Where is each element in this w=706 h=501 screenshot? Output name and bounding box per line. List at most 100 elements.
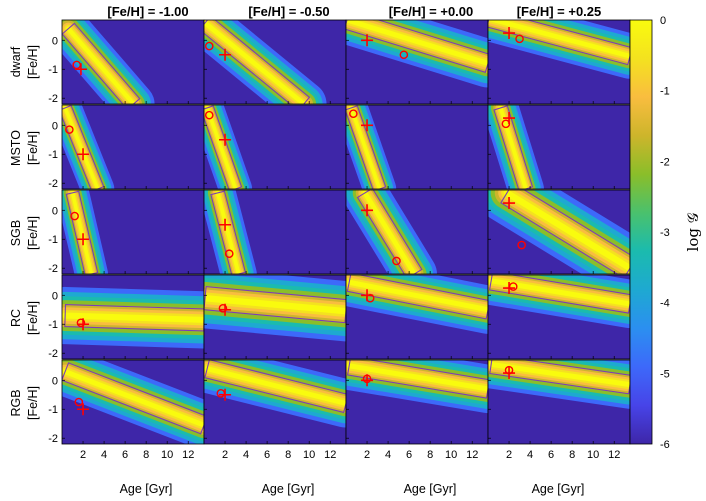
contour-line <box>204 360 346 414</box>
x-axis-label: Age [Gyr] <box>532 482 585 496</box>
x-tick-label: 8 <box>427 449 433 461</box>
contour-line <box>204 286 346 324</box>
column-title: [Fe/H] = -1.00 <box>107 4 188 19</box>
estimate-marker <box>362 374 372 384</box>
true-value-marker <box>503 27 516 40</box>
x-tick-label: 8 <box>285 449 291 461</box>
true-value-marker <box>503 197 516 210</box>
density-band <box>498 105 528 189</box>
density-band <box>349 106 382 189</box>
colorbar-tick-label: -4 <box>660 298 670 310</box>
y-axis-label: [Fe/H] <box>26 301 40 335</box>
true-value-marker <box>361 119 374 132</box>
x-axis-label: Age [Gyr] <box>120 482 173 496</box>
contour-line <box>346 275 488 320</box>
heatmap-panel <box>203 274 347 360</box>
y-tick-label: -2 <box>48 93 58 105</box>
heatmap-panel <box>345 104 489 190</box>
x-tick-label: 2 <box>506 449 512 461</box>
colorbar-label: log 𝒢 <box>684 212 702 251</box>
x-tick-label: 12 <box>324 449 336 461</box>
density-band <box>63 106 100 189</box>
contour-line <box>346 105 387 189</box>
density-band <box>62 369 204 428</box>
contour-line <box>489 360 630 395</box>
x-tick-label: 4 <box>243 449 249 461</box>
x-tick-label: 4 <box>385 449 391 461</box>
y-axis-label: [Fe/H] <box>26 131 40 165</box>
heatmap-panel: 0 -1 -2 <box>48 104 205 190</box>
x-tick-label: 12 <box>608 449 620 461</box>
true-value-marker <box>503 367 516 380</box>
row-label: RC <box>9 309 23 327</box>
contour-line <box>62 362 204 435</box>
y-axis-label: [Fe/H] <box>26 386 40 420</box>
density-band <box>488 278 630 307</box>
colorbar-tick-label: -1 <box>660 86 670 98</box>
estimate-marker <box>224 249 234 259</box>
contour-line <box>346 20 488 73</box>
row-label: MSTO <box>9 130 23 166</box>
x-tick-label: 8 <box>143 449 149 461</box>
true-value-marker <box>77 403 90 416</box>
x-tick-label: 10 <box>161 449 173 461</box>
colorbar-tick-label: -6 <box>660 439 670 451</box>
heatmap-panel <box>203 19 347 105</box>
true-value-marker <box>503 282 516 295</box>
estimate-marker <box>216 389 226 398</box>
heatmap-panel: 0 -1 -2 <box>48 19 205 105</box>
contour-line <box>493 105 534 189</box>
contour-line <box>64 304 204 332</box>
estimate-marker <box>74 397 84 407</box>
heatmap-panel: 2 4 6 8 10 12 0 -1 -2 <box>48 359 205 461</box>
density-band <box>488 361 630 388</box>
contour-line <box>210 190 247 274</box>
contour-line <box>500 190 630 274</box>
density-band <box>62 312 204 323</box>
colorbar-tick-label: -3 <box>660 227 670 239</box>
density-band <box>70 191 94 274</box>
y-axis-label: [Fe/H] <box>26 45 40 79</box>
density-band <box>215 190 241 274</box>
column-title: [Fe/H] = +0.25 <box>517 4 602 19</box>
x-axis-label: Age [Gyr] <box>262 482 315 496</box>
heatmap-panel: 2 4 6 8 10 12 <box>487 359 631 461</box>
y-tick-label: -1 <box>48 64 58 76</box>
contour-line <box>204 105 243 189</box>
estimate-marker <box>204 41 214 51</box>
x-tick-label: 6 <box>406 449 412 461</box>
y-tick-label: -2 <box>48 348 58 360</box>
x-tick-label: 2 <box>364 449 370 461</box>
heatmap-panel <box>345 189 489 275</box>
estimate-marker <box>517 240 526 250</box>
contour-line <box>65 190 99 274</box>
y-tick-label: -1 <box>48 149 58 161</box>
heatmap-panel <box>487 189 631 275</box>
y-tick-label: -2 <box>48 263 58 275</box>
density-band <box>204 366 346 406</box>
contour-line <box>62 105 105 189</box>
colorbar-tick-label: 0 <box>660 15 666 27</box>
x-tick-label: 6 <box>264 449 270 461</box>
colorbar: 0 -1 -2 -3 -4 -5 -6 log 𝒢 <box>629 15 702 451</box>
heatmap-panel: 2 4 6 8 10 12 <box>203 359 347 461</box>
true-value-marker <box>361 204 374 217</box>
density-band <box>346 20 488 66</box>
row-label: dwarf <box>9 46 23 77</box>
x-tick-label: 6 <box>122 449 128 461</box>
y-tick-label: -2 <box>48 178 58 190</box>
true-value-marker <box>77 233 90 246</box>
y-axis-label: [Fe/H] <box>26 216 40 250</box>
contour-line <box>62 22 141 104</box>
x-tick-label: 6 <box>548 449 554 461</box>
estimate-marker <box>504 365 514 375</box>
x-tick-label: 10 <box>445 449 457 461</box>
y-tick-label: -2 <box>48 433 58 445</box>
colorbar-tick-label: -2 <box>660 156 670 168</box>
heatmap-panel: 2 4 6 8 10 12 <box>345 359 489 461</box>
contour-line <box>204 20 311 104</box>
density-band <box>346 363 488 392</box>
x-tick-label: 2 <box>222 449 228 461</box>
row-label: SGB <box>9 220 23 246</box>
